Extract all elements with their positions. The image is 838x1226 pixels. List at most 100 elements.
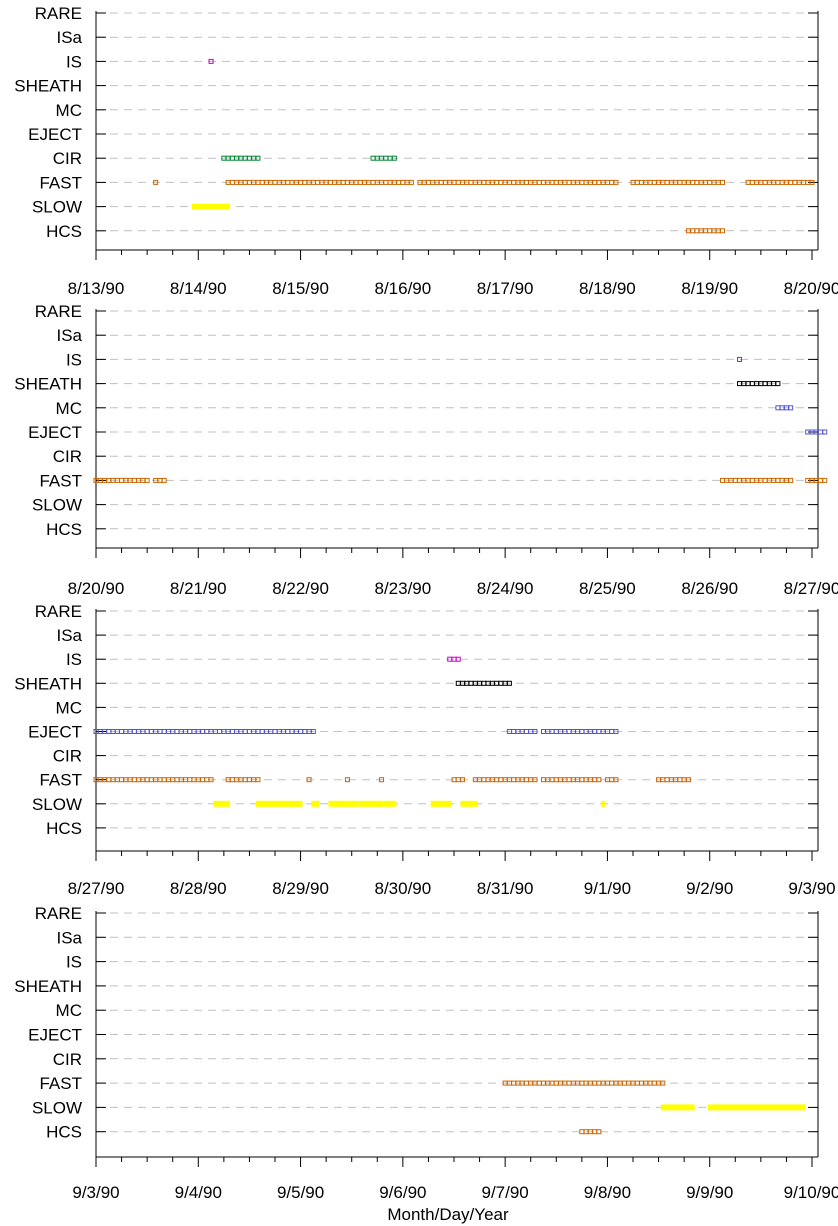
x-tick-label: 9/3/90 [72, 1183, 119, 1202]
sheath-marker [749, 381, 755, 387]
x-tick-label: 8/14/90 [170, 279, 227, 298]
category-label: HCS [46, 222, 82, 241]
eject-marker [285, 729, 291, 734]
cir-marker [383, 155, 389, 161]
x-tick-label: 8/22/90 [272, 579, 329, 598]
fast-marker [481, 777, 487, 783]
slow-interval-bar [255, 800, 303, 807]
category-label: MC [56, 1001, 82, 1020]
category-label: RARE [35, 602, 82, 621]
slow-interval-bar [660, 1104, 695, 1111]
eject-marker [822, 429, 828, 435]
fast-marker [579, 179, 585, 185]
eject-marker [161, 729, 167, 734]
fast-marker [707, 179, 713, 185]
fast-marker [720, 179, 725, 185]
x-tick-label: 8/24/90 [477, 579, 534, 598]
fast-marker [677, 777, 683, 783]
sheath-marker [481, 680, 487, 686]
fast-marker [425, 179, 431, 185]
eject-marker [818, 429, 824, 435]
x-tick-label: 8/28/90 [170, 879, 227, 898]
cir-marker [255, 155, 261, 161]
category-label: EJECT [28, 723, 82, 742]
hcs-marker [579, 1129, 585, 1135]
category-label: FAST [39, 471, 82, 490]
fast-marker [818, 477, 824, 483]
category-label: SLOW [32, 198, 82, 217]
eject-marker [217, 729, 223, 734]
fast-marker [255, 777, 261, 783]
eject-marker [566, 729, 572, 734]
fast-marker [511, 777, 517, 783]
fast-marker [306, 777, 312, 783]
panel-3: RARE ISa IS SHEATH MC EJECT CIR FAST SLOW HCS 8/27… [14, 602, 835, 898]
category-label: CIR [53, 447, 82, 466]
fast-marker [566, 1080, 572, 1086]
fast-marker [187, 777, 193, 783]
x-tick-label: 9/3/90 [788, 879, 835, 898]
fast-marker [272, 179, 278, 185]
category-label: SHEATH [14, 977, 82, 996]
slow-interval-bar [311, 800, 320, 807]
fast-marker [455, 179, 461, 185]
fast-marker [511, 1080, 517, 1086]
fast-marker [749, 179, 755, 185]
eject-marker [259, 729, 265, 734]
hcs-marker [596, 1129, 602, 1135]
panel-1: RARE ISa IS SHEATH MC EJECT CIR FAST SLOW HCS 8/13… [14, 4, 838, 298]
x-tick-label: 8/20/90 [68, 579, 125, 598]
fast-marker [370, 179, 376, 185]
fast-marker [579, 1080, 585, 1086]
category-label: MC [56, 698, 82, 717]
fast-marker [762, 477, 768, 483]
fast-marker [379, 777, 385, 783]
fast-marker [455, 777, 461, 783]
eject-marker [272, 729, 278, 734]
eject-marker [523, 729, 529, 734]
eject-marker [131, 729, 137, 734]
slow-interval-bar [213, 800, 231, 807]
fast-marker [161, 777, 167, 783]
fast-marker [621, 1080, 627, 1086]
x-tick-label: 9/8/90 [584, 1183, 631, 1202]
x-tick-label: 8/13/90 [68, 279, 125, 298]
category-label: FAST [39, 1074, 82, 1093]
fast-marker [579, 777, 585, 783]
fast-marker [460, 777, 466, 783]
fast-marker [566, 777, 572, 783]
x-tick-label: 9/7/90 [482, 1183, 529, 1202]
fast-marker [327, 179, 333, 185]
fast-marker [720, 477, 725, 483]
fast-marker [651, 179, 657, 185]
category-label: SHEATH [14, 77, 82, 96]
fast-marker [131, 477, 137, 483]
x-tick-label: 8/19/90 [681, 279, 738, 298]
fast-marker [749, 477, 755, 483]
category-label: SLOW [32, 795, 82, 814]
is-marker [208, 58, 214, 64]
fast-marker [809, 179, 815, 185]
fast-marker [762, 179, 768, 185]
fast-marker [660, 1080, 666, 1086]
x-tick-label: 8/27/90 [68, 879, 125, 898]
x-tick-label: 9/5/90 [277, 1183, 324, 1202]
slow-interval-bar [601, 800, 606, 807]
fast-marker [344, 777, 350, 783]
fast-marker [229, 777, 235, 783]
sheath-marker [468, 680, 474, 686]
eject-marker [174, 729, 180, 734]
fast-marker [775, 477, 781, 483]
category-label: EJECT [28, 125, 82, 144]
category-label: HCS [46, 1123, 82, 1142]
x-axis-title: Month/Day/Year [387, 1205, 509, 1224]
slow-interval-bar [358, 800, 384, 807]
category-label: EJECT [28, 1026, 82, 1045]
x-tick-label: 8/16/90 [374, 279, 431, 298]
category-label: RARE [35, 904, 82, 923]
x-tick-label: 8/21/90 [170, 579, 227, 598]
category-label: ISa [56, 928, 82, 947]
x-tick-label: 9/10/90 [784, 1183, 838, 1202]
fast-marker [609, 777, 615, 783]
